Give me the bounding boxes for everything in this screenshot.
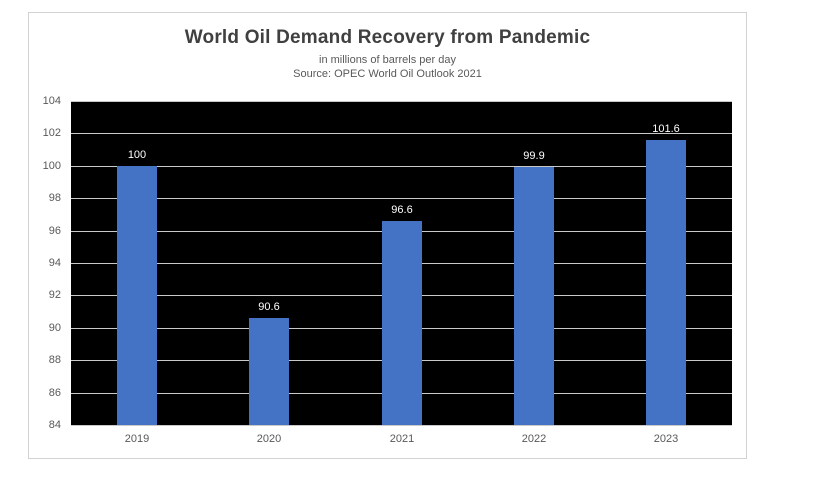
bar-value-label-2023: 101.6 [652,123,680,135]
y-tick-label-92: 92 [48,289,61,301]
y-tick-label-90: 90 [48,322,61,334]
bar-2020 [249,318,289,425]
x-tick-label-2020: 2020 [256,433,282,445]
chart-source: Source: OPEC World Oil Outlook 2021 [293,68,482,80]
y-tick-label-86: 86 [48,387,61,399]
x-tick-label-2023: 2023 [653,433,679,445]
bar-value-label-2022: 99.9 [523,150,545,162]
x-tick-label-2019: 2019 [124,433,150,445]
gridline-y-84 [71,425,732,426]
y-tick-label-98: 98 [48,192,61,204]
bar-2023 [646,140,686,425]
chart-title: World Oil Demand Recovery from Pandemic [184,27,591,48]
y-tick-label-84: 84 [48,419,61,431]
bar-2021 [382,221,422,425]
bar-2019 [117,166,157,425]
x-tick-label-2022: 2022 [521,433,547,445]
gridline-y-100 [71,166,732,167]
y-tick-label-100: 100 [42,160,61,172]
y-tick-label-102: 102 [42,127,61,139]
gridline-y-102 [71,133,732,134]
plot-area: 100 90.6 96.6 99.9 101.6 [71,101,732,426]
gridline-y-98 [71,198,732,199]
y-tick-label-104: 104 [42,95,61,107]
y-tick-label-96: 96 [48,225,61,237]
x-tick-label-2021: 2021 [389,433,415,445]
chart-container: World Oil Demand Recovery from Pandemic … [28,12,747,459]
bar-value-label-2019: 100 [127,149,147,161]
bar-value-label-2021: 96.6 [391,204,413,216]
y-tick-label-94: 94 [48,257,61,269]
y-tick-label-88: 88 [48,354,61,366]
gridline-y-104 [71,101,732,102]
bar-2022 [514,167,554,425]
bar-value-label-2020: 90.6 [258,301,280,313]
chart-subtitle: in millions of barrels per day [319,54,456,66]
